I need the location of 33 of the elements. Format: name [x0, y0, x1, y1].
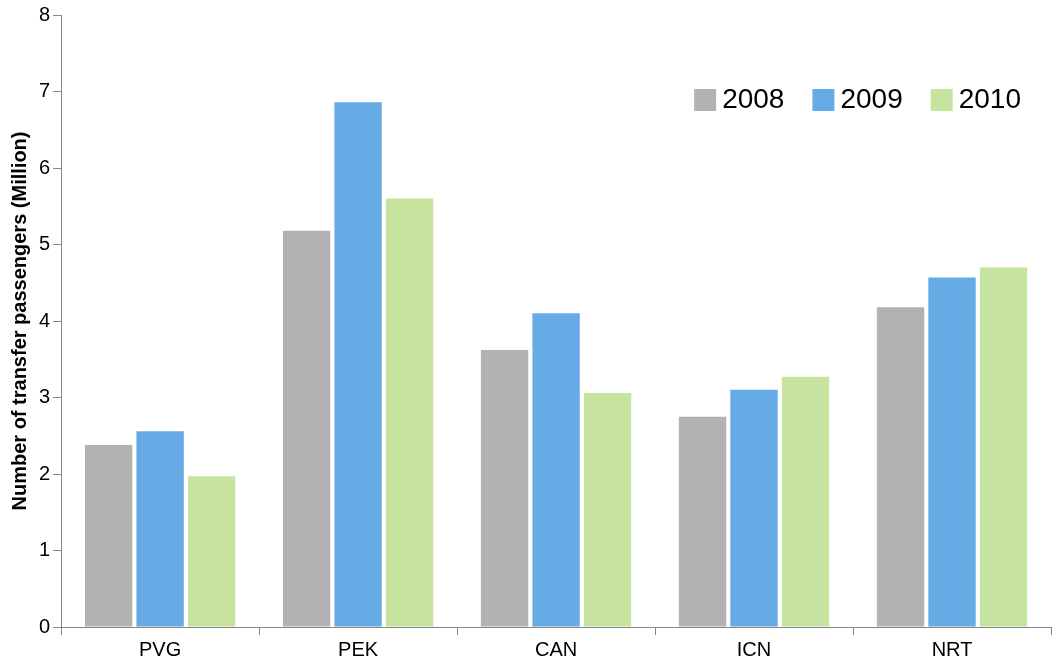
- bar: [781, 376, 830, 627]
- bar: [282, 230, 331, 627]
- x-tick-label: CAN: [534, 637, 578, 660]
- bar: [532, 313, 580, 627]
- bar: [979, 267, 1028, 627]
- y-tick-label: 6: [39, 155, 51, 178]
- legend-label: 2009: [840, 82, 903, 114]
- bar: [334, 102, 382, 627]
- bar: [84, 444, 133, 627]
- bar: [730, 389, 778, 627]
- y-tick-label: 8: [39, 2, 51, 25]
- bar: [480, 350, 529, 627]
- x-tick-label: PVG: [138, 637, 182, 660]
- bar: [876, 307, 925, 627]
- y-tick-label: 1: [39, 538, 51, 561]
- legend-label: 2008: [722, 82, 785, 114]
- bar: [928, 277, 976, 627]
- bar: [678, 416, 727, 627]
- bar: [187, 476, 236, 627]
- x-tick-label: NRT: [931, 637, 973, 660]
- y-tick-label: 3: [39, 385, 51, 408]
- y-tick-label: 0: [39, 614, 51, 637]
- legend-label: 2010: [958, 82, 1022, 114]
- x-tick-label: ICN: [736, 637, 772, 660]
- y-tick-label: 5: [39, 232, 51, 255]
- y-axis-title: Number of transfer passengers (Million): [7, 131, 30, 511]
- bar: [583, 392, 632, 627]
- y-tick-label: 2: [39, 461, 51, 484]
- y-tick-label: 4: [39, 308, 51, 331]
- y-tick-label: 7: [39, 79, 51, 102]
- bar: [136, 431, 184, 627]
- bar: [385, 198, 434, 627]
- x-tick-label: PEK: [338, 637, 379, 660]
